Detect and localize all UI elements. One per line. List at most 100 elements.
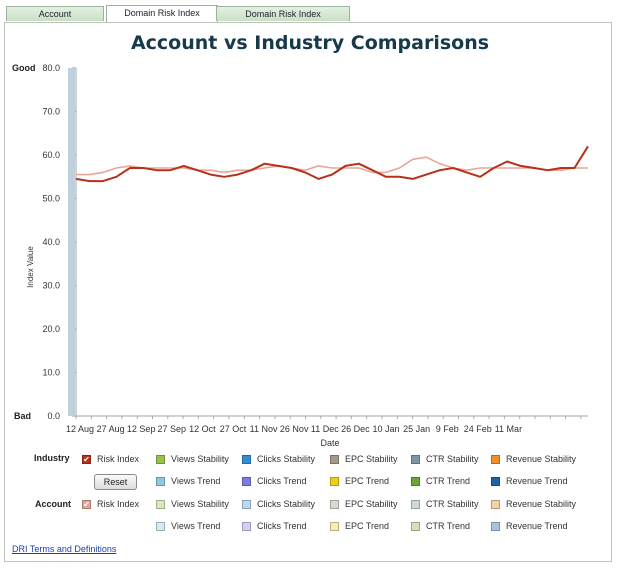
y-axis: 0.0 10.0 20.0 30.0 40.0 50.0 60.0 70.0 80.0 Good B… bbox=[12, 63, 77, 421]
legend-item-label: EPC Trend bbox=[345, 476, 390, 486]
y-tick-label: 50.0 bbox=[42, 194, 60, 204]
color-swatch-icon[interactable] bbox=[411, 521, 420, 531]
legend-item-label: Views Trend bbox=[171, 476, 221, 486]
y-axis-title: Index Value bbox=[26, 246, 35, 288]
legend-item-label: Risk Index bbox=[97, 499, 140, 509]
industry-legend-epc-trend[interactable]: EPC Trend bbox=[330, 475, 389, 487]
account-legend-clicks-trend[interactable]: Clicks Trend bbox=[242, 520, 307, 532]
dri-terms-link[interactable]: DRI Terms and Definitions bbox=[12, 544, 117, 554]
x-tick-label: 10 Jan bbox=[372, 424, 399, 434]
x-tick-label: 11 Mar bbox=[495, 424, 522, 434]
account-legend-views-stability[interactable]: Views Stability bbox=[156, 498, 229, 510]
account-group-label: Account bbox=[35, 499, 71, 509]
account-legend-revenue-stability[interactable]: Revenue Stability bbox=[491, 498, 576, 510]
color-swatch-icon[interactable] bbox=[156, 499, 165, 509]
x-tick-label: 11 Nov bbox=[250, 424, 278, 434]
legend-item-label: Clicks Stability bbox=[257, 454, 316, 464]
color-swatch-icon[interactable] bbox=[491, 499, 500, 509]
legend-item-label: Views Stability bbox=[171, 499, 229, 509]
x-tick-label: 27 Sep bbox=[158, 424, 187, 434]
legend-item-label: Clicks Trend bbox=[257, 476, 307, 486]
content-panel bbox=[4, 22, 612, 562]
color-swatch-icon[interactable] bbox=[242, 521, 251, 531]
y-tick-label: 70.0 bbox=[42, 107, 60, 117]
legend-item-label: CTR Trend bbox=[426, 521, 471, 531]
color-swatch-icon[interactable] bbox=[491, 521, 500, 531]
x-tick-label: 12 Oct bbox=[189, 424, 216, 434]
y-tick-label: 0.0 bbox=[47, 411, 60, 421]
industry-legend-revenue-stability[interactable]: Revenue Stability bbox=[491, 453, 576, 465]
account-legend-risk-index[interactable]: ✔ Risk Index bbox=[82, 498, 139, 510]
color-swatch-icon[interactable] bbox=[330, 499, 339, 509]
y-tick-label: 80.0 bbox=[42, 63, 60, 73]
industry-legend-ctr-trend[interactable]: CTR Trend bbox=[411, 475, 470, 487]
y-good-label: Good bbox=[12, 63, 36, 73]
color-swatch-icon[interactable] bbox=[156, 476, 165, 486]
reset-button[interactable]: Reset bbox=[94, 474, 137, 490]
y-tick-label: 30.0 bbox=[42, 281, 60, 291]
color-swatch-icon[interactable] bbox=[156, 454, 165, 464]
color-swatch-icon[interactable] bbox=[242, 454, 251, 464]
industry-legend-revenue-trend[interactable]: Revenue Trend bbox=[491, 475, 568, 487]
industry-legend-ctr-stability[interactable]: CTR Stability bbox=[411, 453, 479, 465]
x-axis: 12 Aug 27 Aug 12 Sep 27 Sep 12 Oct 27 Oct 11 N… bbox=[66, 415, 588, 448]
industry-legend-views-stability[interactable]: Views Stability bbox=[156, 453, 229, 465]
color-swatch-icon[interactable] bbox=[330, 454, 339, 464]
color-swatch-icon[interactable] bbox=[491, 476, 500, 486]
industry-legend-clicks-stability[interactable]: Clicks Stability bbox=[242, 453, 315, 465]
legend-item-label: Risk Index bbox=[97, 454, 140, 464]
x-tick-label: 12 Aug bbox=[66, 424, 94, 434]
account-legend-views-trend[interactable]: Views Trend bbox=[156, 520, 220, 532]
industry-risk-index-line bbox=[76, 156, 588, 176]
color-swatch-icon[interactable] bbox=[242, 499, 251, 509]
account-legend-epc-trend[interactable]: EPC Trend bbox=[330, 520, 389, 532]
y-tick-label: 40.0 bbox=[42, 237, 60, 247]
legend-item-label: EPC Stability bbox=[345, 499, 398, 509]
industry-group-label: Industry bbox=[34, 453, 70, 463]
legend-item-label: EPC Stability bbox=[345, 454, 398, 464]
chart-title: Account vs Industry Comparisons bbox=[130, 32, 490, 54]
color-swatch-icon[interactable] bbox=[411, 454, 420, 464]
legend-item-label: Views Stability bbox=[171, 454, 229, 464]
industry-legend-epc-stability[interactable]: EPC Stability bbox=[330, 453, 398, 465]
legend-item-label: Clicks Stability bbox=[257, 499, 316, 509]
color-swatch-icon[interactable] bbox=[411, 476, 420, 486]
color-swatch-icon[interactable] bbox=[491, 454, 500, 464]
x-tick-label: 27 Aug bbox=[97, 424, 125, 434]
industry-legend-clicks-trend[interactable]: Clicks Trend bbox=[242, 475, 307, 487]
legend-item-label: Revenue Stability bbox=[506, 454, 577, 464]
legend-item-label: Revenue Stability bbox=[506, 499, 577, 509]
legend-item-label: CTR Stability bbox=[426, 499, 479, 509]
color-swatch-icon[interactable] bbox=[330, 476, 339, 486]
chart-scrollbar[interactable] bbox=[68, 68, 75, 416]
x-tick-label: 9 Feb bbox=[436, 424, 459, 434]
x-tick-label: 26 Nov bbox=[280, 424, 309, 434]
color-swatch-icon[interactable] bbox=[330, 521, 339, 531]
x-tick-label: 26 Dec bbox=[341, 424, 370, 434]
color-swatch-icon[interactable] bbox=[411, 499, 420, 509]
account-legend-ctr-stability[interactable]: CTR Stability bbox=[411, 498, 479, 510]
x-tick-label: 25 Jan bbox=[403, 424, 430, 434]
account-legend-clicks-stability[interactable]: Clicks Stability bbox=[242, 498, 315, 510]
account-risk-index-line bbox=[75, 145, 589, 183]
x-axis-title: Date bbox=[320, 438, 339, 448]
checkbox-checked-icon[interactable]: ✔ bbox=[82, 454, 91, 464]
color-swatch-icon[interactable] bbox=[156, 521, 165, 531]
series-group bbox=[75, 145, 589, 183]
account-legend-ctr-trend[interactable]: CTR Trend bbox=[411, 520, 470, 532]
account-legend-epc-stability[interactable]: EPC Stability bbox=[330, 498, 398, 510]
legend-item-label: CTR Stability bbox=[426, 454, 479, 464]
x-tick-label: 11 Dec bbox=[311, 424, 339, 434]
color-swatch-icon[interactable] bbox=[242, 476, 251, 486]
x-tick-label: 27 Oct bbox=[220, 424, 247, 434]
checkbox-checked-icon[interactable]: ✔ bbox=[82, 499, 91, 509]
y-tick-label: 20.0 bbox=[42, 324, 60, 334]
y-tick-label: 10.0 bbox=[42, 368, 60, 378]
account-legend-revenue-trend[interactable]: Revenue Trend bbox=[491, 520, 568, 532]
industry-legend-risk-index[interactable]: ✔ Risk Index bbox=[82, 453, 139, 465]
legend-item-label: EPC Trend bbox=[345, 521, 390, 531]
industry-legend-views-trend[interactable]: Views Trend bbox=[156, 475, 220, 487]
legend-item-label: Revenue Trend bbox=[506, 476, 568, 486]
